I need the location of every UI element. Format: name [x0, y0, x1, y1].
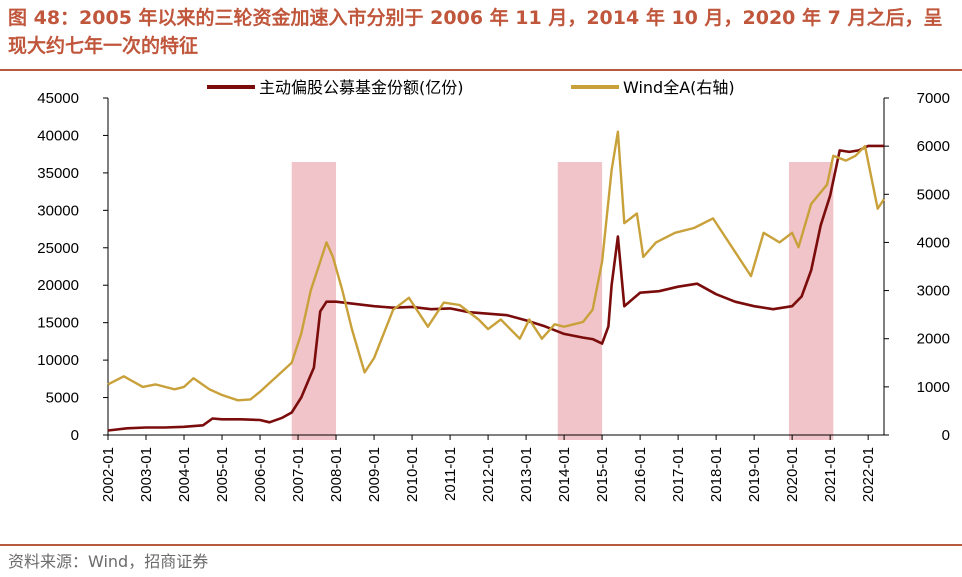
right-tick-label-3: 3000 [917, 283, 950, 300]
left-tick-label-8: 40000 [37, 127, 79, 144]
right-axis-ticks: 0 1000 2000 3000 4000 5000 6000 7000 [884, 90, 950, 444]
left-tick-label-5: 25000 [37, 240, 79, 257]
left-tick-label-6: 30000 [37, 202, 79, 219]
x-tick-label-18: 2020-01 [784, 447, 801, 502]
x-tick-label-2: 2004-01 [176, 447, 193, 502]
x-tick-label-20: 2022-01 [860, 447, 877, 502]
left-tick-label-0: 0 [71, 427, 79, 444]
x-tick-label-9: 2011-01 [442, 447, 459, 501]
x-axis-ticks: 2002-01 2003-01 2004-01 2005-01 2006-01 2007-… [100, 435, 877, 502]
x-tick-label-12: 2014-01 [556, 447, 573, 502]
left-tick-label-1: 5000 [46, 390, 79, 407]
chart-legend: 主动偏股公募基金份额(亿份) Wind全A(右轴) [207, 78, 735, 97]
top-rule [0, 69, 962, 71]
wind-all-a-line [107, 130, 886, 402]
x-tick-label-8: 2010-01 [404, 447, 421, 502]
left-tick-label-2: 10000 [37, 352, 79, 369]
legend-label-wind: Wind全A(右轴) [623, 78, 735, 97]
right-tick-label-4: 4000 [917, 234, 950, 251]
x-tick-label-4: 2006-01 [252, 447, 269, 502]
x-tick-label-17: 2019-01 [746, 447, 763, 502]
source-note: 资料来源：Wind，招商证券 [8, 552, 209, 571]
right-tick-label-7: 7000 [917, 90, 950, 107]
left-tick-label-4: 20000 [37, 277, 79, 294]
x-tick-label-11: 2013-01 [518, 447, 535, 502]
right-tick-label-6: 6000 [917, 138, 950, 155]
left-tick-label-3: 15000 [37, 315, 79, 332]
left-axis-ticks: 0 5000 10000 15000 20000 25000 30000 35000 40000… [37, 90, 108, 444]
chart-area: 0500010000150002000025000300003500040000… [37, 78, 950, 502]
x-tick-label-15: 2017-01 [670, 447, 687, 502]
x-tick-label-13: 2015-01 [594, 447, 611, 502]
x-tick-label-10: 2012-01 [480, 447, 497, 502]
x-tick-label-1: 2003-01 [138, 447, 155, 502]
right-tick-label-0: 0 [942, 427, 950, 444]
x-tick-label-14: 2016-01 [632, 447, 649, 502]
x-tick-label-5: 2007-01 [290, 447, 307, 502]
left-tick-label-9: 45000 [37, 90, 79, 107]
x-tick-label-16: 2018-01 [708, 447, 725, 502]
series-lines [107, 130, 886, 432]
x-tick-label-0: 2002-01 [100, 447, 117, 502]
bottom-rule [0, 544, 962, 546]
right-tick-label-1: 1000 [917, 379, 950, 396]
x-tick-label-19: 2021-01 [822, 447, 839, 502]
figure-title: 图 48：2005 年以来的三轮资金加速入市分别于 2006 年 11 月，20… [8, 7, 943, 57]
shaded-periods [291, 162, 834, 440]
right-tick-label-5: 5000 [917, 186, 950, 203]
fund-share-line [107, 144, 884, 432]
x-tick-label-7: 2009-01 [366, 447, 383, 502]
right-tick-label-2: 2000 [917, 331, 950, 348]
x-tick-label-3: 2005-01 [214, 447, 231, 502]
legend-label-fund: 主动偏股公募基金份额(亿份) [259, 78, 464, 97]
x-tick-label-6: 2008-01 [328, 447, 345, 502]
left-tick-label-7: 35000 [37, 165, 79, 182]
